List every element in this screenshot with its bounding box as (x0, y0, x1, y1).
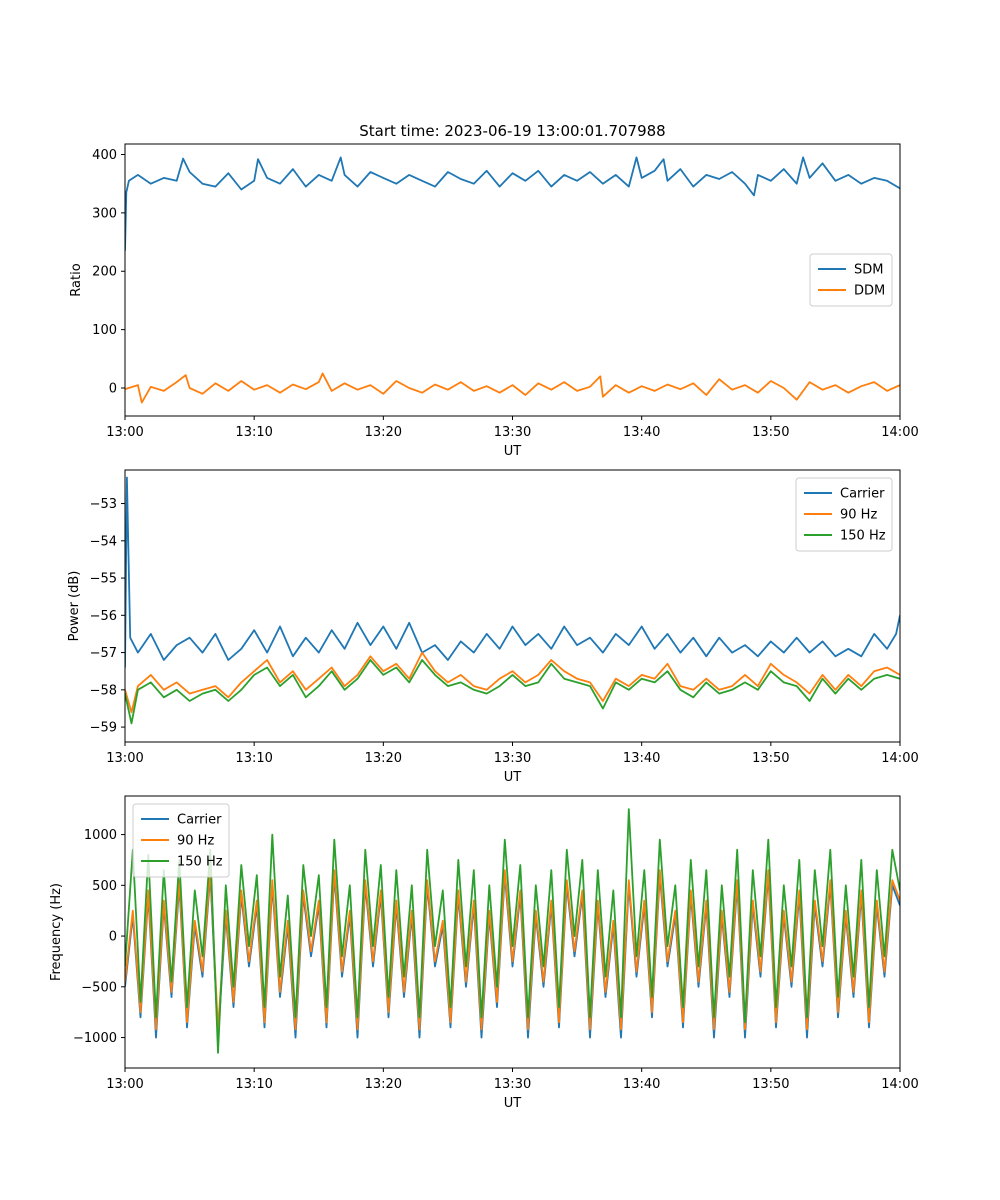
legend: Carrier 90 Hz 150 Hz (132, 803, 230, 878)
legend-label: 90 Hz (840, 508, 877, 523)
y-tick-label: 500 (92, 879, 117, 894)
y-tick-label: −56 (90, 609, 117, 624)
figure-title: Start time: 2023-06-19 13:00:01.707988 (359, 122, 665, 140)
legend-label: SDM (854, 263, 883, 278)
x-tick-label: 13:00 (106, 751, 143, 766)
series-line-sdm (125, 156, 900, 251)
y-tick-label: 100 (92, 323, 117, 338)
x-tick-label: 13:20 (365, 751, 402, 766)
legend-box (795, 477, 893, 552)
series-line-90-hz (125, 651, 900, 714)
legend-label: Carrier (177, 813, 222, 828)
y-tick-label: −54 (90, 534, 117, 549)
x-tick-label: 13:40 (623, 1077, 660, 1092)
y-tick-label: 200 (92, 265, 117, 280)
y-axis-label: Power (dB) (67, 571, 82, 642)
x-tick-label: 14:00 (881, 1077, 918, 1092)
y-tick-label: −59 (90, 721, 117, 736)
y-tick-label: −58 (90, 683, 117, 698)
y-tick-label: 400 (92, 148, 117, 163)
x-tick-label: 14:00 (881, 425, 918, 440)
legend-label: 90 Hz (177, 834, 214, 849)
series-line-90-hz (125, 869, 900, 1031)
x-tick-label: 13:00 (106, 425, 143, 440)
chart-panel-1: 13:00 13:10 13:20 13:30 13:40 13:50 14:00 0 100 2… (69, 143, 919, 459)
y-tick-label: 1000 (84, 828, 117, 843)
y-tick-label: 0 (109, 381, 117, 396)
legend-label: Carrier (840, 487, 885, 502)
x-tick-label: 13:10 (235, 1077, 272, 1092)
legend-box (809, 253, 893, 307)
x-tick-label: 13:10 (235, 425, 272, 440)
legend: Carrier 90 Hz 150 Hz (795, 477, 893, 552)
series-line-150-hz (125, 808, 900, 1054)
y-axis-label: Frequency (Hz) (49, 883, 64, 981)
x-tick-label: 13:00 (106, 1077, 143, 1092)
y-tick-label: −500 (81, 980, 117, 995)
x-axis-label: UT (504, 444, 522, 459)
y-tick-label: −57 (90, 646, 117, 661)
x-tick-label: 13:30 (494, 1077, 531, 1092)
x-axis-label: UT (504, 770, 522, 785)
y-tick-label: −1000 (73, 1031, 117, 1046)
series-line-150-hz (125, 659, 900, 725)
x-tick-label: 13:50 (752, 751, 789, 766)
legend-box (132, 803, 230, 878)
x-axis-label: UT (504, 1096, 522, 1111)
x-tick-label: 13:30 (494, 425, 531, 440)
x-tick-label: 13:50 (752, 1077, 789, 1092)
x-tick-label: 13:40 (623, 425, 660, 440)
y-tick-label: 300 (92, 206, 117, 221)
y-tick-label: −53 (90, 497, 117, 512)
series-line-ddm (125, 372, 900, 404)
x-tick-label: 13:50 (752, 425, 789, 440)
y-axis-label: Ratio (69, 263, 84, 296)
legend-label: 150 Hz (840, 529, 886, 544)
x-tick-label: 13:20 (365, 1077, 402, 1092)
x-tick-label: 13:40 (623, 751, 660, 766)
y-tick-label: −55 (90, 572, 117, 587)
x-tick-label: 13:20 (365, 425, 402, 440)
series-line-carrier (125, 476, 900, 668)
legend-label: 150 Hz (177, 855, 223, 870)
x-tick-label: 14:00 (881, 751, 918, 766)
legend: SDM DDM (809, 253, 893, 307)
y-tick-label: 0 (109, 930, 117, 945)
legend-label: DDM (854, 284, 885, 299)
x-tick-label: 13:10 (235, 751, 272, 766)
x-tick-label: 13:30 (494, 751, 531, 766)
chart-panel-3: 13:00 13:10 13:20 13:30 13:40 13:50 14:00 −1000… (49, 795, 919, 1111)
chart-panel-2: 13:00 13:10 13:20 13:30 13:40 13:50 14:00 −59 −5… (67, 469, 919, 785)
